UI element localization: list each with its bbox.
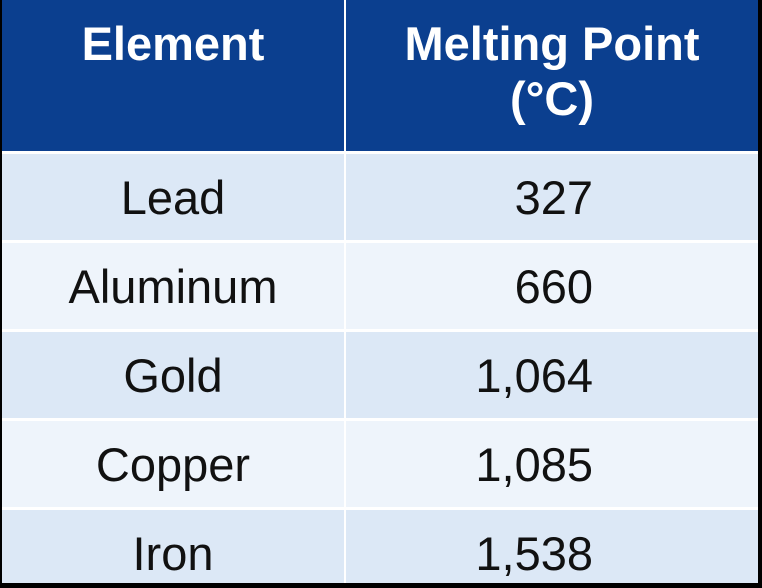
element-cell: Aluminum: [2, 240, 346, 331]
melting-point-cell: 327: [345, 151, 758, 242]
table-row: Iron 1,538: [2, 507, 758, 583]
element-cell: Gold: [2, 329, 346, 420]
melting-point-cell: 1,538: [345, 507, 758, 583]
table-row: Copper 1,085: [2, 418, 758, 509]
melting-point-cell: 660: [345, 240, 758, 331]
column-header-element-label: Element: [81, 17, 265, 70]
melting-point-cell: 1,085: [345, 418, 758, 509]
table-header-row: Element Melting Point (°C): [2, 0, 758, 153]
element-cell: Iron: [2, 507, 346, 583]
table-row: Aluminum 660: [2, 240, 758, 331]
table-row: Gold 1,064: [2, 329, 758, 420]
column-header-melting-point: Melting Point (°C): [345, 0, 758, 153]
table-row: Lead 327: [2, 151, 758, 242]
element-cell: Copper: [2, 418, 346, 509]
melting-point-cell: 1,064: [345, 329, 758, 420]
element-cell: Lead: [2, 151, 346, 242]
column-header-element: Element: [2, 0, 346, 153]
column-header-melting-point-label: Melting Point (°C): [404, 17, 700, 125]
